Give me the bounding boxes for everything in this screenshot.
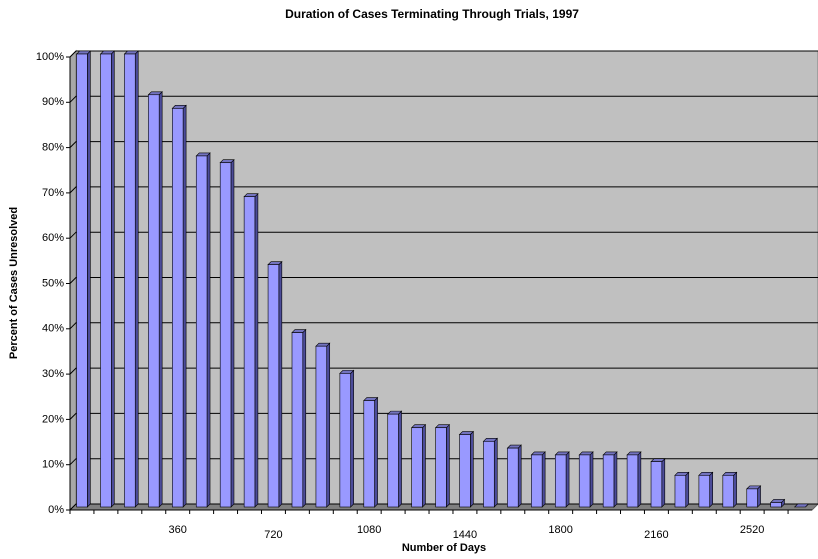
bar-side — [661, 457, 666, 508]
y-tick-label: 60% — [42, 232, 64, 244]
bar — [195, 155, 208, 508]
bar — [578, 454, 591, 508]
bar — [770, 502, 782, 508]
bar — [124, 53, 136, 508]
x-tick-label: 1440 — [453, 529, 477, 541]
bar — [602, 454, 615, 508]
y-tick-label: 100% — [36, 51, 64, 63]
bar-side — [446, 424, 450, 508]
y-tick-label: 0% — [48, 504, 64, 516]
bar-side — [541, 451, 546, 508]
y-tick-label: 20% — [42, 413, 64, 425]
bar-side — [87, 50, 91, 508]
grid-line — [69, 231, 818, 239]
bar — [172, 108, 184, 508]
grid-line — [69, 367, 818, 375]
bar-side — [398, 410, 402, 508]
bar-side — [326, 342, 331, 508]
grid-line — [69, 277, 818, 284]
x-tick-label: 1800 — [548, 524, 572, 536]
bar-side — [613, 451, 618, 508]
bar — [674, 474, 687, 508]
y-tick-label: 90% — [42, 96, 64, 108]
bar-side — [422, 424, 426, 508]
grid-line — [69, 186, 818, 194]
grid-line — [69, 141, 818, 148]
bar — [100, 53, 112, 508]
bar — [363, 400, 375, 508]
bar — [722, 474, 734, 508]
bar-side — [517, 444, 522, 508]
bar — [267, 264, 280, 508]
bar-side — [350, 369, 354, 508]
bar-side — [302, 328, 307, 508]
bar-side — [565, 451, 570, 508]
bar-side — [110, 50, 115, 508]
bar — [507, 447, 519, 508]
bar-side — [470, 430, 474, 508]
bar — [459, 434, 471, 508]
bar-side — [757, 485, 761, 508]
bar-side — [134, 50, 139, 508]
bar — [411, 427, 423, 508]
bar — [387, 413, 399, 508]
bar-side — [158, 91, 163, 508]
grid-line — [69, 412, 818, 420]
bar-top — [793, 503, 810, 508]
grid-line — [69, 95, 818, 103]
bar-side — [733, 471, 737, 508]
bar — [76, 53, 88, 508]
grid-line — [69, 458, 818, 466]
bar-side — [254, 192, 259, 508]
bar-side — [589, 451, 594, 508]
bar — [315, 345, 328, 508]
y-tick-label: 10% — [42, 459, 64, 471]
chart-title: Duration of Cases Terminating Through Tr… — [285, 7, 579, 21]
x-axis-label: Number of Days — [402, 542, 486, 554]
y-tick-label: 70% — [42, 187, 64, 199]
bar — [148, 94, 160, 508]
bar — [243, 196, 256, 508]
bar — [746, 488, 758, 508]
x-tick-label: 2520 — [740, 524, 764, 536]
grid-line — [69, 503, 818, 511]
x-tick-label: 720 — [264, 529, 282, 541]
bar-side — [278, 260, 283, 508]
y-tick-label: 50% — [42, 277, 64, 289]
bar-side — [182, 104, 187, 508]
x-tick-label: 2160 — [644, 529, 668, 541]
y-tick-label: 30% — [42, 368, 64, 380]
bar — [698, 474, 710, 508]
bar — [339, 373, 351, 508]
bar-side — [206, 152, 211, 508]
bar-side — [493, 437, 498, 508]
grid-line — [69, 50, 818, 58]
bar — [291, 332, 304, 508]
bar — [626, 454, 639, 508]
bar — [483, 441, 495, 508]
bar-side — [230, 158, 235, 508]
x-tick-label: 360 — [169, 524, 187, 536]
grid-line — [69, 322, 818, 330]
y-tick-label: 80% — [42, 142, 64, 154]
bar — [650, 461, 663, 508]
bar-side — [637, 451, 642, 508]
bar — [219, 162, 232, 508]
y-axis-label: Percent of Cases Unresolved — [8, 207, 20, 359]
bar-side — [685, 471, 690, 508]
bar — [531, 454, 543, 508]
bar-side — [374, 396, 378, 508]
bar-side — [709, 471, 713, 508]
bar — [435, 427, 447, 508]
x-tick-label: 1080 — [357, 524, 381, 536]
bar — [554, 454, 567, 508]
y-tick-label: 40% — [42, 323, 64, 335]
